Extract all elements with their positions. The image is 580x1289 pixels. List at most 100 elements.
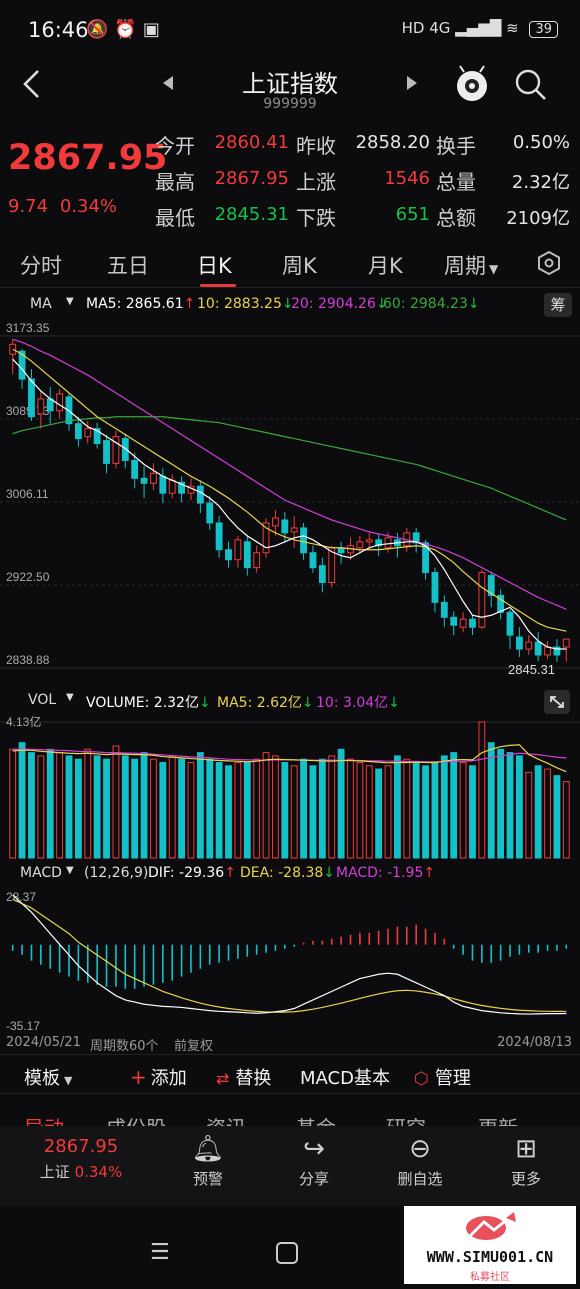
status-bar: 16:46 🔕⏰▣ HD 4G ▂▄▆█ ≋ 39 xyxy=(0,0,580,58)
volume-bar xyxy=(169,756,175,858)
y-tick-label: 3006.11 xyxy=(6,487,49,501)
index-quick-quote[interactable]: 2867.95 上证 0.34% xyxy=(26,1136,136,1182)
mascot-icon[interactable] xyxy=(454,64,490,104)
volume-bar xyxy=(319,759,325,858)
search-icon[interactable] xyxy=(514,68,548,102)
low-label: 最低 xyxy=(155,202,195,231)
candle-body xyxy=(470,619,476,627)
down-count: 651 xyxy=(348,204,430,225)
chevron-down-icon: ▼ xyxy=(489,262,498,276)
next-stock-icon[interactable] xyxy=(406,76,418,90)
ma20-value: 20: 2904.26↓ xyxy=(291,296,388,312)
settings-hexagon-icon[interactable] xyxy=(536,250,562,276)
volume-bar xyxy=(188,763,194,858)
y-tick-label: 2838.88 xyxy=(6,653,50,667)
candle-body xyxy=(207,503,213,523)
ma60-value: 60: 2984.23↓ xyxy=(383,296,480,312)
tab-monthly-k[interactable]: 月K xyxy=(368,250,403,280)
tab-updates[interactable]: 更新 xyxy=(478,1112,518,1126)
adjust-mode: 前复权 xyxy=(174,1035,213,1054)
more-button[interactable]: ⊞ 更多 xyxy=(498,1134,554,1189)
tab-period[interactable]: 周期 ▼ xyxy=(444,250,498,280)
candle-body xyxy=(104,441,110,464)
manage-button[interactable]: ⬡ 管理 xyxy=(414,1064,471,1090)
volume-bar xyxy=(563,782,569,858)
tab-period-label: 周期 xyxy=(444,254,486,278)
volume-bar xyxy=(38,756,44,858)
tab-five-day[interactable]: 五日 xyxy=(107,250,149,280)
candle-body xyxy=(291,528,297,532)
candle-body xyxy=(216,523,222,550)
ma-legend-label[interactable]: MA xyxy=(30,296,52,312)
chevron-down-icon[interactable]: ▼ xyxy=(66,865,74,876)
tab-news[interactable]: 资讯 xyxy=(206,1112,246,1126)
tab-daily-k[interactable]: 日K xyxy=(197,250,232,280)
volume-bar xyxy=(160,763,166,858)
add-indicator-button[interactable]: + 添加 xyxy=(130,1064,187,1090)
vol-ma10-value: 10: 3.04亿↓ xyxy=(316,692,400,712)
home-icon[interactable] xyxy=(276,1242,298,1264)
volume-bar xyxy=(366,766,372,858)
candle-body xyxy=(38,399,44,414)
template-button[interactable]: 模板 ▼ xyxy=(24,1064,72,1090)
chevron-down-icon[interactable]: ▼ xyxy=(66,296,74,307)
amount-label: 总额 xyxy=(436,202,476,231)
replace-indicator-button[interactable]: ⇄ 替换 xyxy=(216,1064,271,1090)
volume-bar xyxy=(263,753,269,858)
volume-bar xyxy=(75,759,81,858)
tab-funds[interactable]: 基金 xyxy=(296,1112,336,1126)
volume-bar xyxy=(66,756,72,858)
volume-bar xyxy=(197,753,203,858)
expand-icon[interactable] xyxy=(544,690,570,714)
candle-body xyxy=(10,344,16,354)
tab-weekly-k[interactable]: 周K xyxy=(282,250,317,280)
volume-chart[interactable]: 4.13亿 xyxy=(0,714,580,860)
settings-hexagon-icon: ⬡ xyxy=(414,1069,429,1089)
quote-panel: 2867.95 9.74 0.34% 今开 2860.41 昨收 2858.20… xyxy=(0,124,580,236)
bell-icon: 🔔︎ xyxy=(180,1134,236,1164)
candle-body xyxy=(310,553,316,568)
amount-value: 2109亿 xyxy=(486,204,570,230)
watermark-sub: 私募社区 xyxy=(404,1268,576,1283)
menu-icon[interactable]: ☰ xyxy=(150,1240,170,1265)
candle-body xyxy=(357,542,363,548)
macd-legend-label[interactable]: MACD xyxy=(20,865,62,881)
volume-bar xyxy=(310,766,316,858)
wifi-icon: ≋ xyxy=(506,19,519,37)
volume-value: 2.32亿 xyxy=(486,168,570,194)
volume-bar xyxy=(460,763,466,858)
index-quick-change: 上证 0.34% xyxy=(26,1161,136,1182)
candle-body xyxy=(169,480,175,493)
tab-research[interactable]: 研究 xyxy=(386,1112,426,1126)
dif-value: DIF: -29.36↑ xyxy=(148,865,236,881)
chip-distribution-button[interactable]: 筹 xyxy=(544,293,572,317)
volume-bar xyxy=(479,722,485,858)
volume-bar xyxy=(291,766,297,858)
macd-params: (12,26,9) xyxy=(84,865,148,881)
macd-legend: MACD ▼ (12,26,9) DIF: -29.36↑ DEA: -28.3… xyxy=(0,861,580,885)
watermark-logo-icon xyxy=(462,1210,518,1244)
alert-button[interactable]: 🔔︎ 预警 xyxy=(180,1134,236,1189)
volume-bar xyxy=(423,766,429,858)
turnover-label: 换手 xyxy=(436,130,476,159)
candle-body xyxy=(132,460,138,478)
vol-ma5-value: MA5: 2.62亿↓ xyxy=(217,692,314,712)
vol-value: VOLUME: 2.32亿↓ xyxy=(86,692,211,712)
candle-body xyxy=(563,639,569,647)
signal-icon: ▂▄▆█ xyxy=(455,19,501,37)
chevron-down-icon[interactable]: ▼ xyxy=(66,692,74,703)
candlestick-chart[interactable]: 3173.353089.733006.112922.502838.882845.… xyxy=(0,318,580,688)
candle-body xyxy=(141,478,147,483)
macd-basic-button[interactable]: MACD基本 xyxy=(300,1064,390,1090)
tab-intraday[interactable]: 分时 xyxy=(20,250,62,280)
macd-chart[interactable]: 28.37 -35.17 xyxy=(0,886,580,1032)
share-button[interactable]: ↪ 分享 xyxy=(286,1134,342,1189)
dea-value: DEA: -28.38↓ xyxy=(240,865,335,881)
remove-watchlist-button[interactable]: ⊖ 删自选 xyxy=(388,1134,452,1189)
vol-legend-label[interactable]: VOL xyxy=(28,692,56,708)
tab-anomaly[interactable]: 异动 xyxy=(24,1112,64,1126)
candle-body xyxy=(479,573,485,628)
nav-header: 上证指数 999999 xyxy=(0,58,580,124)
tab-constituents[interactable]: 成份股 xyxy=(106,1112,166,1126)
volume-bar xyxy=(441,756,447,858)
